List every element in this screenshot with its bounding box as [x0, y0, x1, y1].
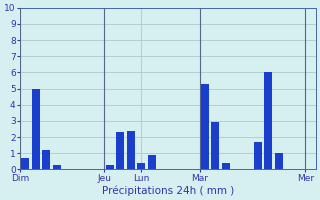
Bar [222, 163, 230, 169]
Bar [254, 142, 262, 169]
Bar [106, 165, 114, 169]
Bar [21, 158, 29, 169]
Bar [127, 131, 135, 169]
Bar [42, 150, 50, 169]
Bar [116, 132, 124, 169]
Bar [53, 165, 61, 169]
Bar [264, 72, 272, 169]
X-axis label: Précipitations 24h ( mm ): Précipitations 24h ( mm ) [102, 185, 234, 196]
Bar [275, 153, 283, 169]
Bar [148, 155, 156, 169]
Bar [201, 84, 209, 169]
Bar [32, 89, 40, 169]
Bar [212, 122, 220, 169]
Bar [138, 163, 145, 169]
